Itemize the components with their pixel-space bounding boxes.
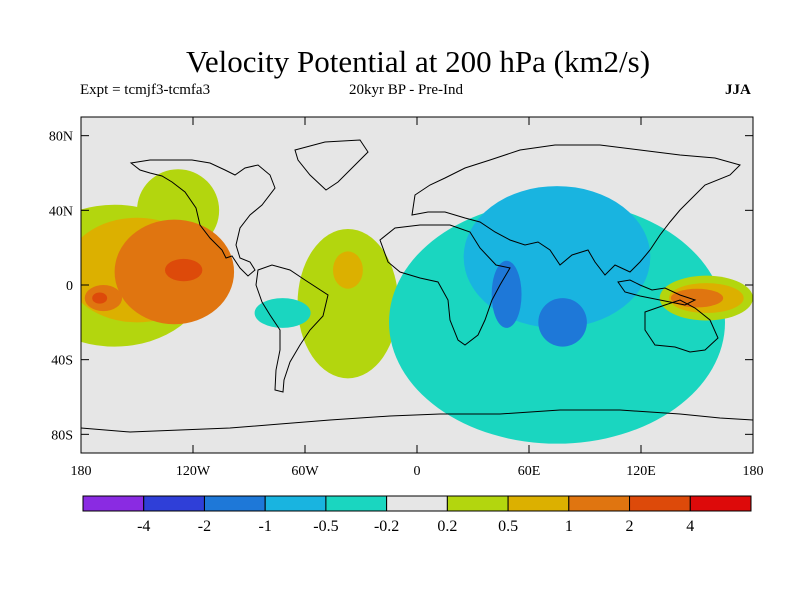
greenland-coast: [294, 139, 369, 191]
contour-region-16: [670, 288, 724, 308]
africa-coast: [379, 224, 511, 346]
latitude-axis: 80N 40N 0 40S 80S: [49, 130, 753, 443]
contour-region-13: [538, 298, 587, 347]
colorbar-swatch-8: [568, 495, 631, 512]
contour-region-8: [333, 251, 363, 289]
colorbar-label-1: -2: [198, 518, 211, 535]
x-tick-label-5: 120E: [626, 464, 656, 479]
x-tick-label-1: 120W: [176, 464, 211, 479]
north-america-coast: [129, 159, 276, 277]
colorbar-swatch-6: [446, 495, 509, 512]
colorbar-swatch-10: [689, 495, 752, 512]
colorbar-label-7: 1: [565, 518, 573, 535]
australia-coast: [644, 299, 719, 353]
colorbar-label-3: -0.5: [313, 518, 338, 535]
colorbar-swatch-5: [386, 495, 448, 512]
colorbar-label-4: -0.2: [374, 518, 399, 535]
contour-region-5: [165, 258, 203, 282]
contour-regions: [81, 169, 753, 444]
y-tick-label-0: 80N: [49, 130, 73, 145]
y-tick-label-2: 0: [66, 279, 73, 294]
contour-region-12: [491, 260, 522, 328]
chart-title: Velocity Potential at 200 hPa (km2/s): [185, 44, 651, 79]
colorbar-label-2: -1: [259, 518, 272, 535]
colorbar-label-6: 0.5: [498, 518, 518, 535]
longitude-axis: 180 120W 60W 0 60E 120E 180: [71, 117, 764, 479]
x-tick-label-3: 0: [414, 464, 421, 479]
colorbar-swatch-1: [143, 495, 205, 512]
colorbar-swatch-9: [629, 495, 691, 512]
colorbar-swatch-7: [507, 495, 570, 512]
colorbar-label-0: -4: [137, 518, 150, 535]
contour-region-9: [254, 298, 311, 328]
contour-region-7: [297, 229, 399, 379]
contour-region-6: [92, 292, 108, 304]
y-tick-label-4: 80S: [51, 428, 73, 443]
colorbar-swatch-0: [82, 495, 145, 512]
colorbar-swatch-3: [264, 495, 327, 512]
colorbar-label-8: 2: [626, 518, 634, 535]
maritime-continent-coast: [617, 279, 697, 306]
coastlines: [81, 139, 753, 433]
colorbar-swatch-4: [325, 495, 388, 512]
experiment-label: Expt = tcmjf3-tcmfa3: [80, 82, 211, 98]
y-tick-label-3: 40S: [51, 354, 73, 369]
x-tick-label-6: 180: [743, 464, 764, 479]
x-tick-label-2: 60W: [291, 464, 319, 479]
colorbar-label-5: 0.2: [437, 518, 457, 535]
colorbar: -4 -2 -1 -0.5 -0.2 0.2 0.5 1 2 4: [82, 495, 752, 535]
y-tick-label-1: 40N: [49, 204, 73, 219]
antarctica-coast: [81, 409, 753, 433]
eurasia-coast: [411, 144, 741, 276]
period-label: 20kyr BP - Pre-Ind: [349, 82, 464, 98]
colorbar-swatch-2: [203, 495, 266, 512]
x-tick-label-0: 180: [71, 464, 92, 479]
colorbar-label-9: 4: [686, 518, 694, 535]
x-tick-label-4: 60E: [518, 464, 541, 479]
season-label: JJA: [725, 82, 751, 98]
south-america-coast: [255, 264, 329, 393]
